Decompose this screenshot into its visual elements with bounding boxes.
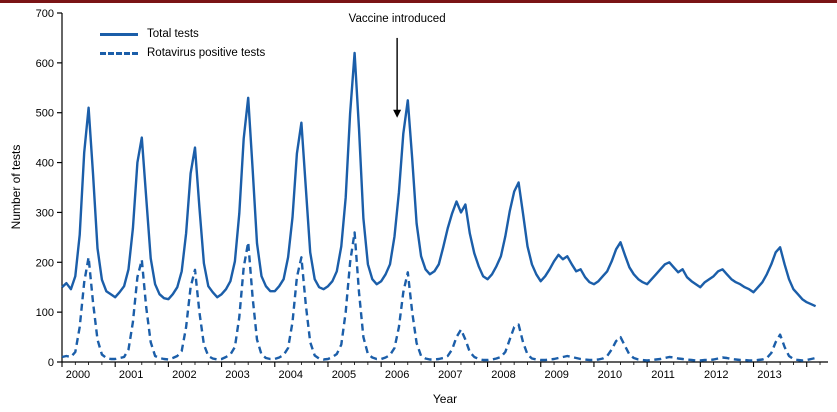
legend-label-rotavirus-positive: Rotavirus positive tests <box>147 47 266 59</box>
y-tick-label: 0 <box>48 357 54 369</box>
x-axis-title: Year <box>432 392 458 406</box>
x-tick-label: 2004 <box>278 369 302 381</box>
top-red-rule <box>0 0 837 3</box>
vaccine-introduced-annotation: Vaccine introduced <box>348 13 446 25</box>
x-tick-label: 2003 <box>225 369 249 381</box>
y-tick-label: 500 <box>36 108 54 120</box>
y-tick-label: 100 <box>36 307 54 319</box>
x-tick-label: 2008 <box>491 369 515 381</box>
y-tick-label: 700 <box>36 8 54 20</box>
x-tick-label: 2012 <box>704 369 728 381</box>
x-tick-label: 2002 <box>172 369 196 381</box>
y-axis-title: Number of tests <box>9 144 23 230</box>
x-tick-label: 2007 <box>438 369 462 381</box>
x-tick-label: 2009 <box>544 369 568 381</box>
y-tick-label: 300 <box>36 207 54 219</box>
x-tick-label: 2005 <box>332 369 356 381</box>
x-tick-label: 2006 <box>385 369 409 381</box>
x-tick-label: 2010 <box>598 369 622 381</box>
x-tick-label: 2000 <box>66 369 90 381</box>
legend-row-rotavirus-positive: Rotavirus positive tests <box>100 47 265 59</box>
x-tick-label: 2013 <box>757 369 781 381</box>
rotavirus-positive-tests-line <box>61 231 816 362</box>
x-tick-label: 2001 <box>119 369 143 381</box>
x-tick-label: 2011 <box>651 369 675 381</box>
y-tick-label: 600 <box>36 58 54 70</box>
y-tick-label: 400 <box>36 158 54 170</box>
y-tick-label: 200 <box>36 257 54 269</box>
legend-label-total-tests: Total tests <box>147 28 199 40</box>
vaccine-arrowhead <box>393 109 402 118</box>
legend: Total tests Rotavirus positive tests <box>100 28 265 59</box>
total-tests-line <box>61 51 817 308</box>
rotavirus-positive-line-swatch <box>100 51 138 55</box>
total-tests-line-swatch <box>100 32 138 36</box>
legend-row-total-tests: Total tests <box>100 28 265 40</box>
